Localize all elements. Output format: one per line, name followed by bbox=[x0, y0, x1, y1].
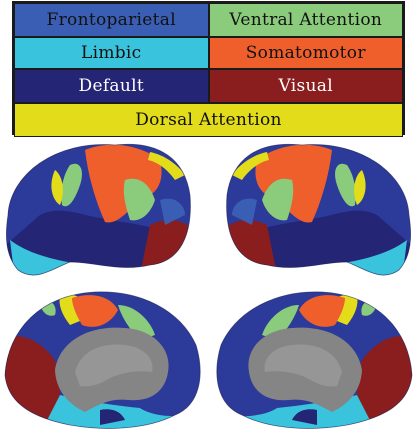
legend-label: Frontoparietal bbox=[47, 10, 176, 30]
legend-ventral-attention: Ventral Attention bbox=[209, 3, 404, 37]
legend-label: Ventral Attention bbox=[229, 10, 382, 30]
network-legend: Frontoparietal Ventral Attention Limbic … bbox=[12, 1, 405, 135]
legend-dorsal-attention: Dorsal Attention bbox=[14, 103, 403, 137]
legend-somatomotor: Somatomotor bbox=[209, 37, 404, 69]
legend-default: Default bbox=[14, 69, 209, 103]
legend-frontoparietal: Frontoparietal bbox=[14, 3, 209, 37]
legend-visual: Visual bbox=[209, 69, 404, 103]
legend-label: Dorsal Attention bbox=[135, 110, 282, 130]
brain-views bbox=[0, 138, 417, 434]
legend-limbic: Limbic bbox=[14, 37, 209, 69]
legend-label: Limbic bbox=[81, 43, 142, 63]
legend-label: Somatomotor bbox=[246, 43, 366, 63]
legend-label: Default bbox=[79, 76, 144, 96]
legend-label: Visual bbox=[279, 76, 333, 96]
